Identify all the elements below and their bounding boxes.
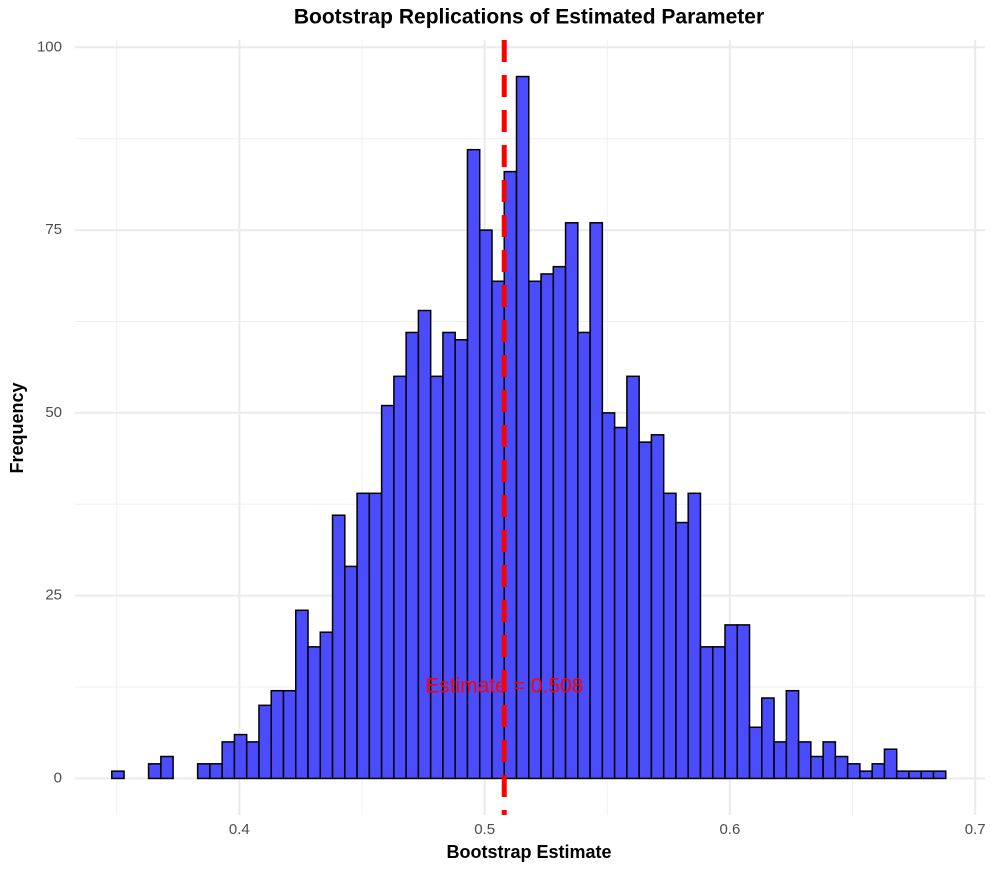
bar [270, 689, 285, 780]
bar [319, 631, 334, 780]
bar [429, 375, 444, 780]
bar [748, 726, 763, 780]
bar [699, 646, 714, 780]
bar [932, 770, 947, 780]
bar [883, 748, 898, 780]
bar [380, 404, 395, 780]
annotation: Estimate = 0.508 [425, 675, 583, 698]
bar [797, 741, 812, 780]
bar [111, 770, 125, 780]
bar [331, 514, 346, 780]
bar [552, 265, 567, 780]
bar [589, 222, 604, 780]
y-tick-label: 75 [45, 221, 62, 238]
x-tick-label: 0.5 [474, 821, 495, 838]
y-tick-label: 0 [54, 769, 62, 786]
bar [344, 565, 358, 780]
bar [417, 309, 432, 780]
bar [711, 646, 726, 780]
bar [822, 741, 837, 780]
bar [736, 624, 751, 780]
bar [650, 434, 665, 780]
bar [196, 763, 211, 780]
bar [920, 770, 935, 780]
bar [687, 492, 702, 780]
x-tick-label: 0.4 [229, 821, 250, 838]
bar [258, 704, 272, 780]
bar [895, 770, 910, 780]
bar [245, 741, 260, 780]
bar [528, 280, 542, 780]
y-tick-label: 25 [45, 587, 62, 604]
y-tick-label: 50 [45, 404, 62, 421]
bar [307, 646, 322, 780]
bar [724, 624, 739, 780]
bar [233, 733, 248, 780]
bar [638, 441, 653, 780]
bar [454, 339, 469, 780]
bar [846, 763, 861, 780]
x-tick-label: 0.7 [965, 821, 986, 838]
bar [908, 770, 922, 780]
bar [160, 755, 174, 780]
bar [662, 492, 677, 780]
y-axis-title: Frequency [7, 382, 27, 473]
bar [761, 697, 775, 780]
bar [147, 763, 162, 780]
bar [515, 75, 530, 780]
bar [601, 412, 616, 780]
x-tick-label: 0.6 [719, 821, 740, 838]
bar [540, 273, 555, 780]
bar [405, 331, 420, 780]
bar [393, 375, 407, 780]
bar [871, 763, 886, 780]
bar [810, 755, 824, 780]
bar [209, 763, 223, 780]
y-tick-label: 100 [37, 38, 62, 55]
bar [282, 689, 297, 780]
bar [368, 492, 383, 780]
bar [859, 770, 873, 780]
bar [773, 741, 788, 780]
bar [675, 521, 689, 780]
bar [442, 331, 456, 780]
bar [356, 492, 371, 780]
bar [577, 331, 591, 780]
bar [626, 375, 640, 780]
bar [221, 741, 236, 780]
x-axis-title: Bootstrap Estimate [446, 842, 611, 862]
chart-title: Bootstrap Replications of Estimated Para… [294, 6, 764, 29]
bar [834, 755, 849, 780]
bar [785, 689, 800, 780]
bar [295, 609, 309, 780]
bar [613, 426, 628, 780]
